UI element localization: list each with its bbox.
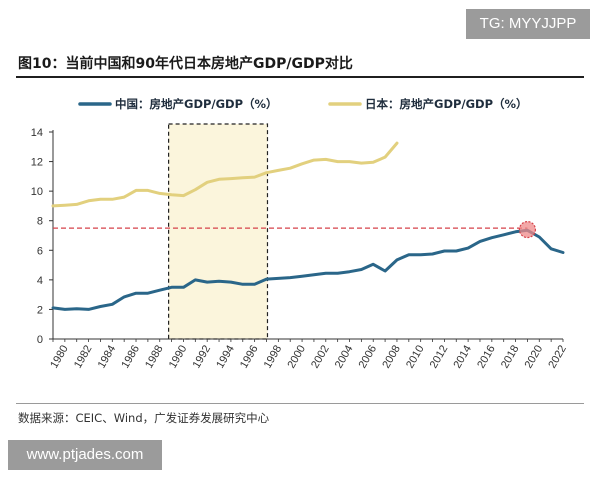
highlight-box xyxy=(168,123,269,340)
x-tick-label: 2014 xyxy=(451,343,474,370)
x-tick-label: 2012 xyxy=(428,343,451,370)
watermark-bottom: www.ptjades.com xyxy=(8,440,162,470)
source-note: 数据来源：CEIC、Wind，广发证券发展研究中心 xyxy=(18,411,270,425)
x-tick-label: 1988 xyxy=(143,343,166,370)
series-group xyxy=(51,141,565,311)
legend-label-japan: 日本：房地产GDP/GDP（%） xyxy=(365,97,528,111)
watermark-top: TG: MYYJJPP xyxy=(466,9,590,39)
y-tick-label: 12 xyxy=(31,157,43,169)
x-tick-label: 1986 xyxy=(119,343,142,370)
legend-label-china: 中国：房地产GDP/GDP（%） xyxy=(115,97,278,111)
y-tick-label: 14 xyxy=(31,127,43,139)
x-tick-label: 1984 xyxy=(96,343,119,370)
x-tick-label: 2016 xyxy=(475,343,498,370)
source-divider xyxy=(16,403,584,404)
y-tick-label: 10 xyxy=(31,186,43,198)
japan-series-line xyxy=(51,141,399,208)
x-tick-label: 2010 xyxy=(404,343,427,370)
x-tick-label: 1980 xyxy=(48,343,71,370)
x-tick-label: 1996 xyxy=(238,343,261,370)
y-tick-label: 0 xyxy=(37,334,43,346)
x-tick-label: 2018 xyxy=(499,343,522,370)
highlight-region-group xyxy=(168,123,269,340)
x-tick-label: 1994 xyxy=(214,343,237,370)
x-tick-label: 1990 xyxy=(167,343,190,370)
y-tick-label: 2 xyxy=(37,304,43,316)
x-tick-label: 2006 xyxy=(357,343,380,370)
china-series-line xyxy=(51,228,565,311)
x-tick-label: 1992 xyxy=(191,343,214,370)
x-tick-label: 1998 xyxy=(262,343,285,370)
x-tick-label: 2008 xyxy=(380,343,403,370)
highlight-marker xyxy=(518,220,537,239)
x-tick-label: 2000 xyxy=(285,343,308,370)
x-tick-label: 2020 xyxy=(523,343,546,370)
chart-title: 图10：当前中国和90年代日本房地产GDP/GDP对比 xyxy=(18,56,353,72)
y-tick-label: 8 xyxy=(37,216,43,228)
title-divider xyxy=(16,76,584,78)
marker-group xyxy=(518,220,537,239)
y-tick-label: 6 xyxy=(37,245,43,257)
x-tick-label: 2002 xyxy=(309,343,332,370)
y-tick-label: 4 xyxy=(37,275,43,287)
x-tick-label: 1982 xyxy=(72,343,95,370)
x-tick-label: 2022 xyxy=(546,343,569,370)
legend-group: 中国：房地产GDP/GDP（%） 日本：房地产GDP/GDP（%） xyxy=(78,97,528,111)
x-tick-label: 2004 xyxy=(333,343,356,370)
